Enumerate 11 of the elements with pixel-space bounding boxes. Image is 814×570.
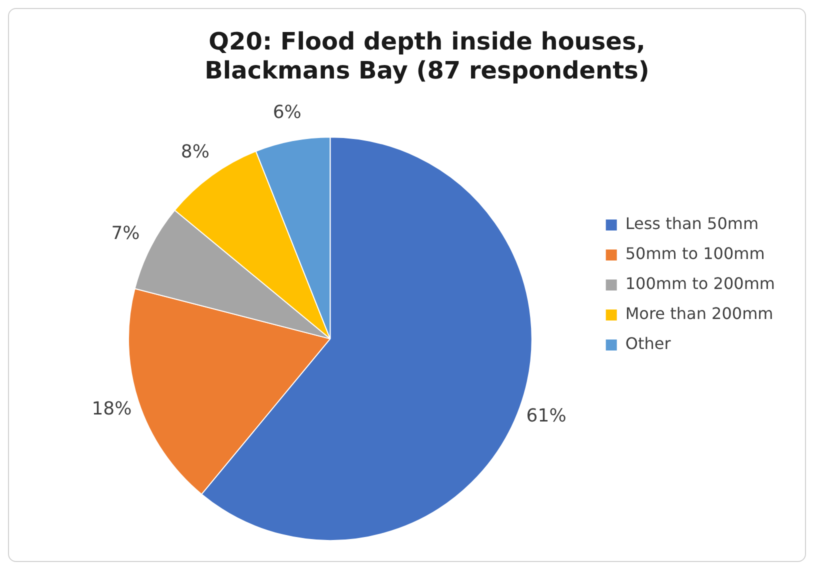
data-label: 7% [111, 223, 140, 244]
chart-title: Q20: Flood depth inside houses, Blackmans Bay (87 respondents) [204, 28, 650, 84]
data-label: 18% [92, 398, 132, 420]
legend-label: 100mm to 200mm [625, 274, 775, 294]
legend-label: Less than 50mm [625, 214, 759, 234]
data-label: 6% [272, 102, 302, 123]
data-label: 8% [180, 142, 210, 163]
legend-label: 50mm to 100mm [625, 244, 765, 264]
legend-label: Other [625, 334, 672, 354]
data-label: 61% [526, 405, 566, 426]
legend-label: More than 200mm [625, 304, 774, 324]
